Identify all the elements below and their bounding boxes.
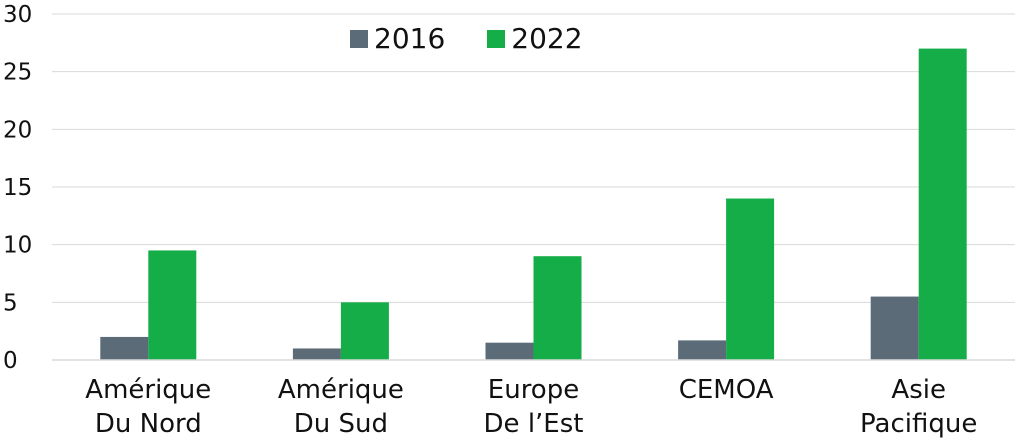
y-axis-ticks: 0 5 10 15 20 25 30 [3,2,32,374]
bar-2016-3 [678,340,727,360]
y-tick-label: 15 [3,175,32,201]
legend-label-2016: 2016 [374,22,446,55]
gridlines [52,13,1015,303]
bars [100,48,967,360]
y-tick-label: 30 [3,2,32,28]
y-tick-label: 5 [3,290,18,316]
x-tick-label: Du Sud [294,409,388,439]
bar-2016-1 [292,348,341,360]
legend: 2016 2022 [350,22,625,55]
x-axis-labels: Amérique Du Nord Amérique Du Sud Europe De l’… [85,375,977,439]
x-tick-label: De l’Est [484,409,584,439]
x-tick-label: Amérique [278,375,404,405]
y-tick-label: 20 [3,117,32,143]
x-tick-label: Pacifique [860,409,977,439]
bar-2022-4 [918,48,967,360]
y-tick-label: 10 [3,233,32,259]
bar-2016-0 [100,336,149,360]
bar-2022-2 [533,256,582,360]
x-tick-label: Du Nord [95,409,202,439]
legend-label-2022: 2022 [511,22,583,55]
bar-2022-3 [726,198,775,360]
x-tick-label: Europe [488,375,579,405]
y-tick-label: 0 [3,348,18,374]
bar-2022-1 [340,302,389,360]
x-tick-label: Asie [891,375,946,405]
bar-2016-2 [485,342,534,360]
bar-2016-4 [870,296,919,360]
y-tick-label: 25 [3,60,32,86]
x-tick-label: CEMOA [679,375,774,405]
legend-item-2016: 2016 [350,22,445,55]
legend-swatch-2022 [487,29,506,48]
legend-item-2022: 2022 [487,22,583,55]
bar-2022-0 [148,250,197,360]
x-tick-label: Amérique [85,375,211,405]
legend-swatch-2016 [350,29,368,48]
